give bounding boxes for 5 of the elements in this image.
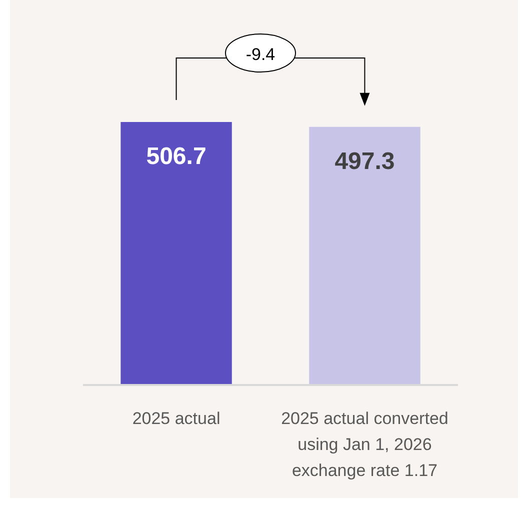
data-label: 506.7 — [146, 143, 206, 170]
data-label: 497.3 — [334, 148, 395, 175]
x-tick-label: 2025 actual converted using Jan 1, 2026 exchange rate 1.17 — [281, 409, 448, 480]
text: -9.4 — [246, 45, 276, 64]
x-tick-label: 2025 actual — [132, 409, 220, 428]
